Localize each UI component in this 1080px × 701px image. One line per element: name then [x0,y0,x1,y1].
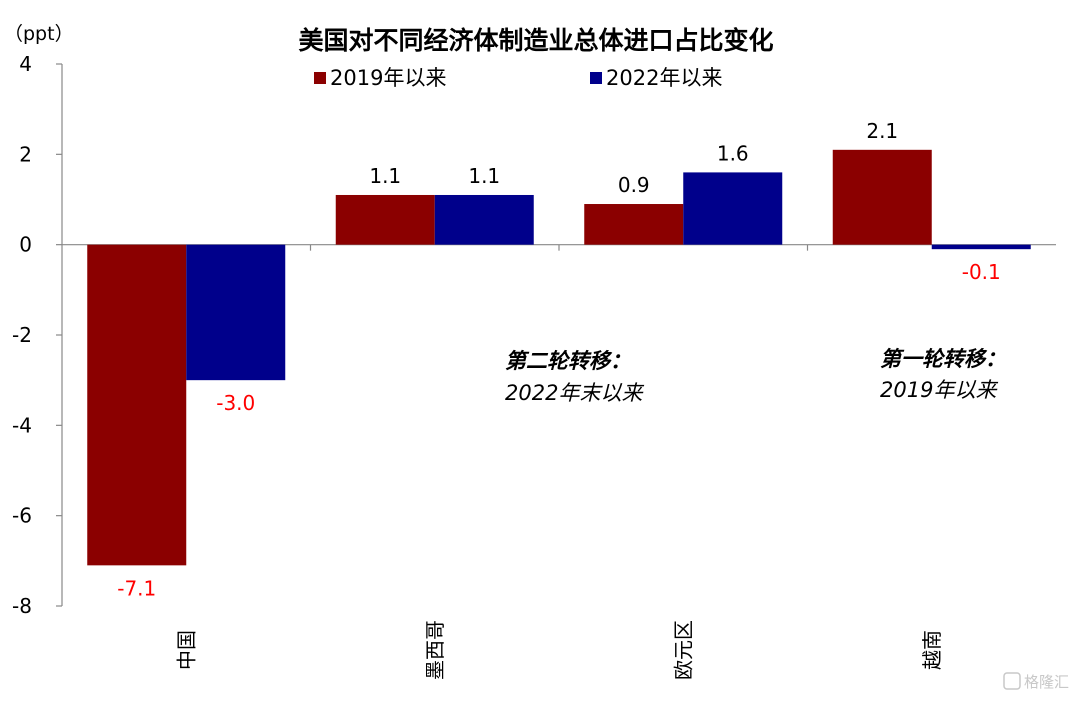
y-tick-label: 4 [19,52,32,76]
y-tick-label: -8 [12,594,32,618]
bar-2022-1 [434,194,534,245]
data-label: 1.1 [468,164,500,188]
bar-2019-2 [584,204,684,245]
y-tick-label: -4 [12,413,32,437]
bars [87,149,1031,566]
category-label: 中国 [174,630,198,670]
bar-2022-3 [931,244,1031,250]
legend-label-2019: 2019年以来 [330,66,446,90]
annotation-second-period: 2022年末以来 [505,381,644,405]
y-axis-unit: （ppt） [4,23,74,45]
data-label: 1.1 [369,164,401,188]
bar-2022-0 [186,244,286,381]
annotation-first-title: 第一轮转移： [880,347,1006,371]
category-label: 欧元区 [671,620,695,680]
legend: 2019年以来 2022年以来 [314,66,722,90]
legend-label-2022: 2022年以来 [606,66,722,90]
legend-swatch-2019 [314,72,326,84]
annotation-first-period: 2019年以来 [880,378,998,402]
y-tick-label: 2 [19,142,32,166]
bar-2022-2 [683,172,783,245]
y-tick-label: -6 [12,504,32,528]
category-label: 墨西哥 [423,620,447,680]
watermark-text: 格隆汇 [1024,673,1069,691]
annotation-second-shift: 第二轮转移： 2022年末以来 [505,349,644,405]
chart-title: 美国对不同经济体制造业总体进口占比变化 [298,26,773,55]
bar-2019-1 [335,194,435,245]
annotation-second-title: 第二轮转移： [505,349,631,373]
annotation-first-shift: 第一轮转移： 2019年以来 [880,347,1006,402]
data-labels: -7.1 -3.0 1.1 1.1 0.9 1.6 2.1 -0.1 [117,119,1001,601]
y-axis-ticks: 4 2 0 -2 -4 -6 -8 [12,52,32,618]
data-label: 1.6 [717,141,749,165]
legend-swatch-2022 [590,72,602,84]
y-tick-label: 0 [19,233,32,257]
bar-2019-0 [87,244,187,566]
data-label: 2.1 [866,119,898,143]
watermark: 格隆汇 [1003,672,1069,691]
category-labels: 中国 墨西哥 欧元区 越南 [174,620,944,680]
data-label: -0.1 [962,260,1001,284]
data-label: 0.9 [618,173,650,197]
data-label: -3.0 [216,391,255,415]
category-label: 越南 [920,630,944,670]
watermark-logo-icon [1003,672,1021,690]
data-label: -7.1 [117,576,156,600]
y-tick-label: -2 [12,323,32,347]
bar-2019-3 [832,149,932,245]
